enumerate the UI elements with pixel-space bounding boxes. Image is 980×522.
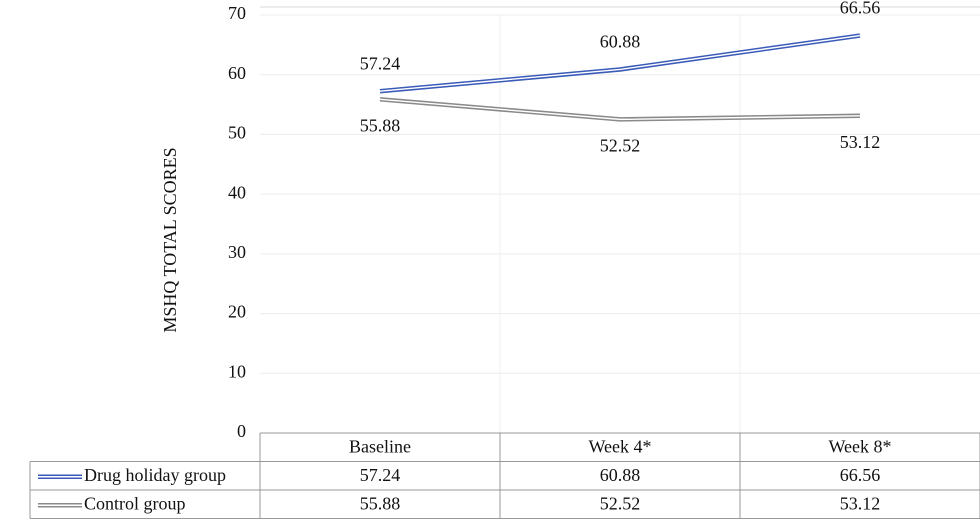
table-cell: 52.52 bbox=[600, 493, 641, 513]
data-label: 57.24 bbox=[360, 53, 401, 73]
legend-label: Control group bbox=[84, 493, 186, 513]
data-label: 66.56 bbox=[840, 0, 881, 18]
legend-label: Drug holiday group bbox=[84, 465, 226, 485]
table-cell: 57.24 bbox=[360, 465, 401, 485]
x-tick-label: Week 4* bbox=[588, 436, 651, 456]
y-tick-label: 40 bbox=[228, 182, 246, 202]
y-tick-label: 30 bbox=[228, 242, 246, 262]
y-tick-label: 0 bbox=[237, 421, 246, 441]
x-tick-label: Baseline bbox=[349, 436, 411, 456]
table-cell: 66.56 bbox=[840, 465, 881, 485]
series-line-inner bbox=[379, 98, 861, 121]
y-tick-label: 60 bbox=[228, 63, 246, 83]
x-tick-label: Week 8* bbox=[828, 436, 891, 456]
data-label: 52.52 bbox=[600, 136, 641, 156]
y-axis-label: MSHQ TOTAL SCORES bbox=[160, 147, 180, 332]
series-line-inner bbox=[379, 34, 861, 92]
y-tick-label: 20 bbox=[228, 302, 246, 322]
data-label: 60.88 bbox=[600, 32, 641, 52]
y-tick-label: 10 bbox=[228, 361, 246, 381]
data-label: 55.88 bbox=[360, 115, 401, 135]
table-cell: 53.12 bbox=[840, 493, 881, 513]
data-label: 53.12 bbox=[840, 132, 881, 152]
table-cell: 55.88 bbox=[360, 493, 401, 513]
y-tick-label: 50 bbox=[228, 123, 246, 143]
y-tick-label: 70 bbox=[228, 3, 246, 23]
table-cell: 60.88 bbox=[600, 465, 641, 485]
